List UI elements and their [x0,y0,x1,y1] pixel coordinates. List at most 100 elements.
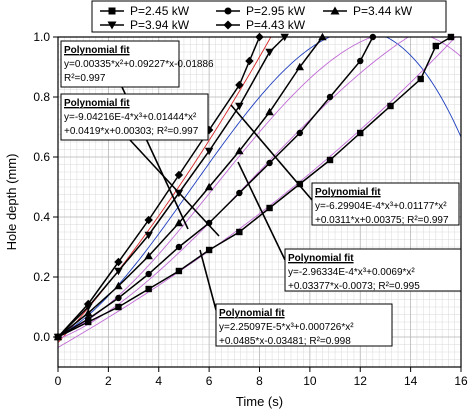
x-tick-label: 4 [155,374,162,388]
annotation-line: y=0.00335*x²+0.09227*x-0.01886 [64,59,214,70]
annotation-box [60,40,180,88]
data-point [235,80,244,90]
data-point [204,125,214,135]
annotation-line: y=-2.96334E-4*x³+0.0069*x² [288,267,415,278]
annotation-title: Polynomial fit [315,187,381,198]
x-tick-label: 16 [454,374,468,388]
x-tick-labels: 0 2 4 6 8 10 12 14 16 [55,374,468,388]
axes-ticks [53,36,462,372]
y-tick-label: 0.2 [33,270,50,284]
fit-curve [58,37,461,337]
annotation-layer: Polynomial fit y=0.00335*x²+0.09227*x-0.0… [60,40,462,347]
data-point [175,243,183,251]
data-point [144,231,153,240]
data-point [223,20,233,30]
annotation-box [60,93,209,141]
data-point [295,62,304,71]
data-point [204,147,214,156]
data-point [266,204,273,212]
y-tick-label: 0.4 [33,210,50,224]
y-tick-label: 0.8 [33,90,50,104]
x-axis-title: Time (s) [236,394,283,409]
annotation-leader [230,104,313,201]
fit-curves [58,37,461,348]
x-tick-label: 0 [55,374,62,388]
data-point [265,48,274,57]
data-point [357,129,364,137]
data-point [144,251,153,260]
data-point [387,102,394,110]
data-point [326,156,334,164]
x-tick-label: 10 [303,374,317,388]
annotation-line: y=-9.04216E-4*x³+0.01444*x² [64,112,197,123]
legend-label: P=2.95 kW [246,4,306,18]
data-point [115,294,122,302]
legend: P=2.45 kW P=2.95 kW P=3.44 kW P=3.94 kW P=4.… [91,0,447,33]
series-line [57,36,374,338]
data-point [84,299,93,309]
annotation-title: Polynomial fit [64,98,130,109]
x-tick-label: 2 [105,374,112,388]
data-point [296,180,303,188]
annotation-leader [199,249,217,311]
annotation-leader [129,139,220,237]
annotation-title: Polynomial fit [219,308,285,319]
legend-label: P=2.45 kW [130,4,190,18]
annotation-line: +0.03377*x-0.0073; R²=0.995 [288,281,420,292]
series-line [57,36,324,338]
annotation-line: +0.0419*x+0.00303; R²=0.997 [64,126,199,137]
annotation-title: Polynomial fit [64,45,130,56]
data-point [174,170,184,180]
annotation-box [215,303,393,347]
data-point [357,57,364,65]
data-point [114,267,123,276]
data-point [85,315,92,323]
y-axis-title: Hole depth (mm) [4,154,19,251]
series-lines [57,36,452,338]
legend-label: P=4.43 kW [246,18,306,32]
x-tick-label: 12 [354,374,368,388]
data-point [107,21,117,30]
annotation-leader [237,161,286,261]
data-point [114,257,123,267]
data-point [326,93,334,101]
data-point [417,75,424,83]
data-point [115,303,122,311]
data-point [144,215,153,225]
x-tick-label: 14 [404,374,418,388]
data-point [236,228,243,236]
annotation-line: +0.0311*x+0.00375; R²=0.997 [315,215,449,226]
data-point [236,189,243,197]
annotation-line: +0.0485*x-0.03481; R²=0.998 [219,336,351,347]
data-point [432,42,440,50]
data-point [174,218,184,227]
annotation-line: R²=0.997 [64,73,106,84]
fit-curve [58,37,461,337]
y-tick-label: 1.0 [33,30,50,44]
data-point [175,267,183,275]
legend-label: P=3.44 kW [353,4,413,18]
x-tick-label: 6 [206,374,213,388]
y-tick-label: 0.0 [33,330,50,344]
annotation-box [284,248,462,292]
data-point [245,56,254,66]
legend-box [91,0,447,33]
legend-label: P=3.94 kW [130,18,190,32]
fit-curve [58,37,272,343]
data-point [265,107,274,116]
data-point [235,102,244,111]
data-point [205,246,213,254]
data-point [266,159,273,167]
data-point [330,6,340,15]
y-tick-label: 0.6 [33,150,50,164]
x-tick-label: 8 [256,374,263,388]
fit-curve [58,37,410,340]
data-point [235,146,244,155]
annotation-box [311,182,460,226]
data-point [224,7,232,15]
data-point [296,129,303,137]
data-point [204,182,214,191]
annotation-line: y=-6.29904E-4*x³+0.01177*x² [315,201,447,212]
